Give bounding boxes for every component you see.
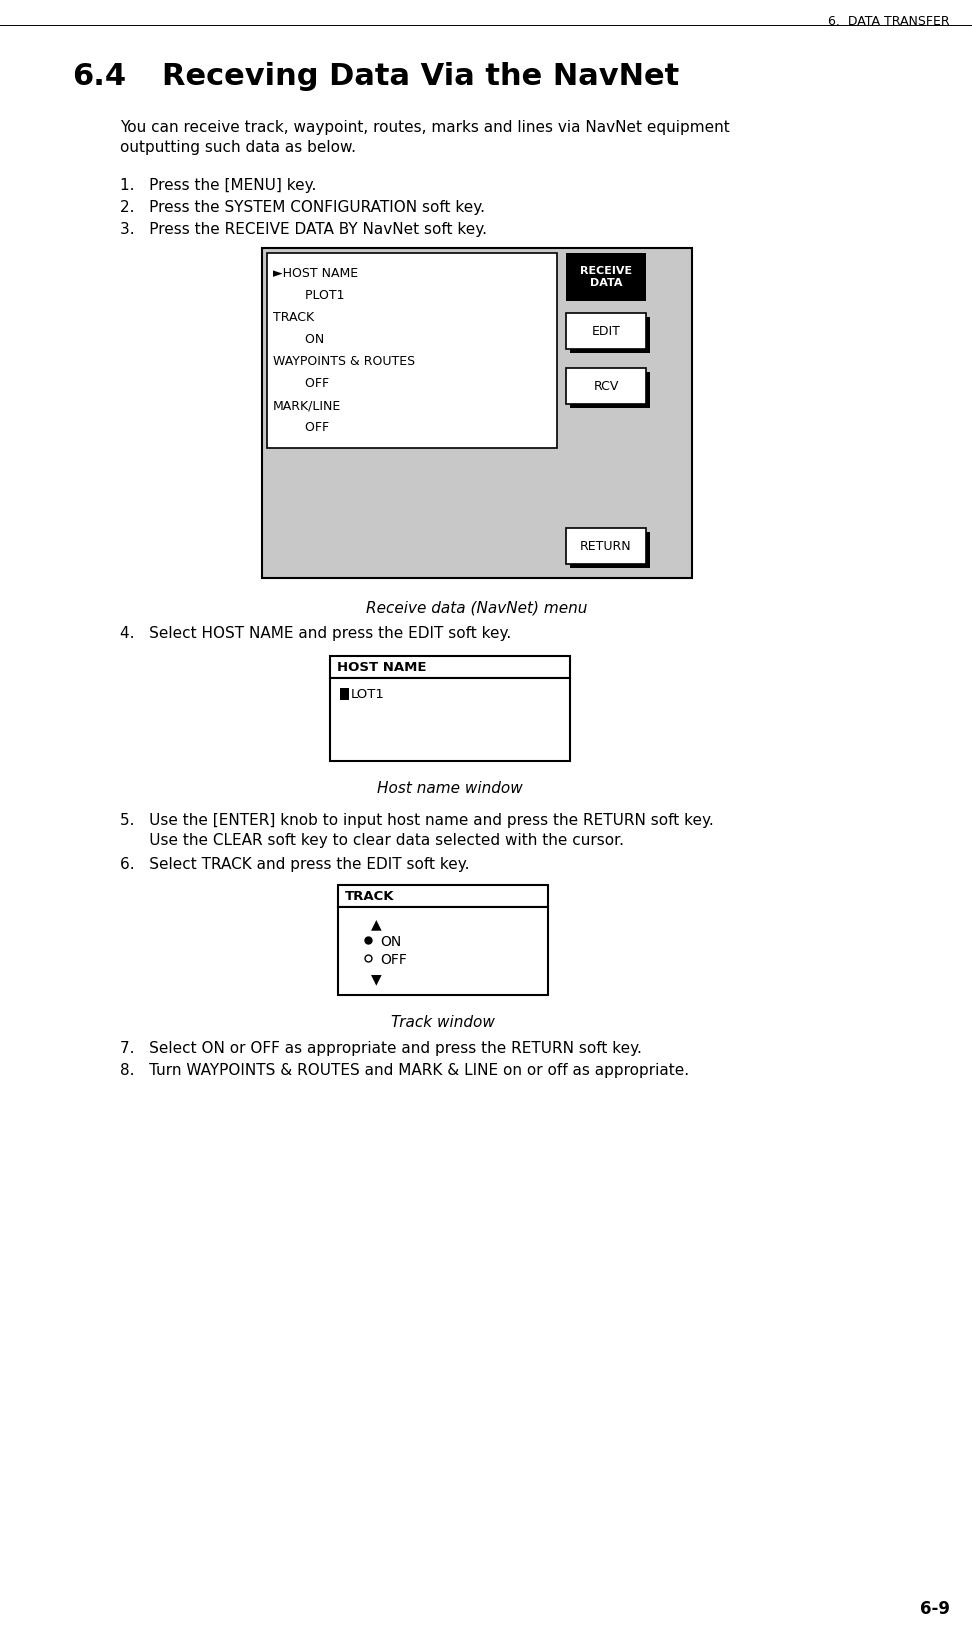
Text: OFF: OFF [380,953,407,967]
Text: TRACK: TRACK [345,889,395,902]
Text: ON: ON [273,333,325,346]
Text: 6-9: 6-9 [920,1600,950,1618]
Bar [340,688,349,699]
Text: PLOT1: PLOT1 [273,289,344,302]
Bar [338,907,548,995]
Text: 4.   Select HOST NAME and press the EDIT soft key.: 4. Select HOST NAME and press the EDIT s… [120,626,511,641]
Text: EDIT: EDIT [592,325,620,338]
Text: LOT1: LOT1 [351,688,385,701]
Text: RCV: RCV [593,379,619,392]
Bar [330,678,570,761]
Bar [566,528,646,564]
Text: outputting such data as below.: outputting such data as below. [120,141,356,155]
Text: 1.   Press the [MENU] key.: 1. Press the [MENU] key. [120,178,316,193]
Text: Receive data (NavNet) menu: Receive data (NavNet) menu [366,600,588,614]
Text: 6.   Select TRACK and press the EDIT soft key.: 6. Select TRACK and press the EDIT soft … [120,856,469,873]
Bar [566,314,646,350]
Text: ON: ON [380,935,401,949]
Text: Host name window: Host name window [377,781,523,796]
Text: RECEIVE
DATA: RECEIVE DATA [580,266,632,288]
Text: RETURN: RETURN [580,539,632,552]
Text: MARK/LINE: MARK/LINE [273,399,341,412]
Bar [330,655,570,678]
Text: OFF: OFF [273,422,330,435]
Bar [267,253,557,448]
Bar [566,368,646,404]
Text: 6.4: 6.4 [72,62,126,92]
Text: 6.  DATA TRANSFER: 6. DATA TRANSFER [828,15,950,28]
Text: Track window: Track window [391,1015,495,1029]
Text: 3.   Press the RECEIVE DATA BY NavNet soft key.: 3. Press the RECEIVE DATA BY NavNet soft… [120,222,487,237]
Text: Use the CLEAR soft key to clear data selected with the cursor.: Use the CLEAR soft key to clear data sel… [120,833,624,848]
Text: OFF: OFF [273,377,330,391]
Bar [570,317,650,353]
Text: ▼: ▼ [370,972,381,985]
Bar [566,253,646,301]
Text: ▲: ▲ [370,917,381,931]
Text: WAYPOINTS & ROUTES: WAYPOINTS & ROUTES [273,355,415,368]
Text: You can receive track, waypoint, routes, marks and lines via NavNet equipment: You can receive track, waypoint, routes,… [120,119,730,136]
Text: 5.   Use the [ENTER] knob to input host name and press the RETURN soft key.: 5. Use the [ENTER] knob to input host na… [120,814,713,828]
Bar [570,533,650,569]
Text: TRACK: TRACK [273,310,314,324]
Text: 7.   Select ON or OFF as appropriate and press the RETURN soft key.: 7. Select ON or OFF as appropriate and p… [120,1041,642,1056]
Bar [338,886,548,907]
Text: Receving Data Via the NavNet: Receving Data Via the NavNet [162,62,679,92]
Text: 8.   Turn WAYPOINTS & ROUTES and MARK & LINE on or off as appropriate.: 8. Turn WAYPOINTS & ROUTES and MARK & LI… [120,1064,689,1078]
Bar [262,248,692,578]
Text: ►HOST NAME: ►HOST NAME [273,266,358,279]
Bar [570,373,650,408]
Text: HOST NAME: HOST NAME [337,660,427,673]
Text: 2.   Press the SYSTEM CONFIGURATION soft key.: 2. Press the SYSTEM CONFIGURATION soft k… [120,199,485,216]
